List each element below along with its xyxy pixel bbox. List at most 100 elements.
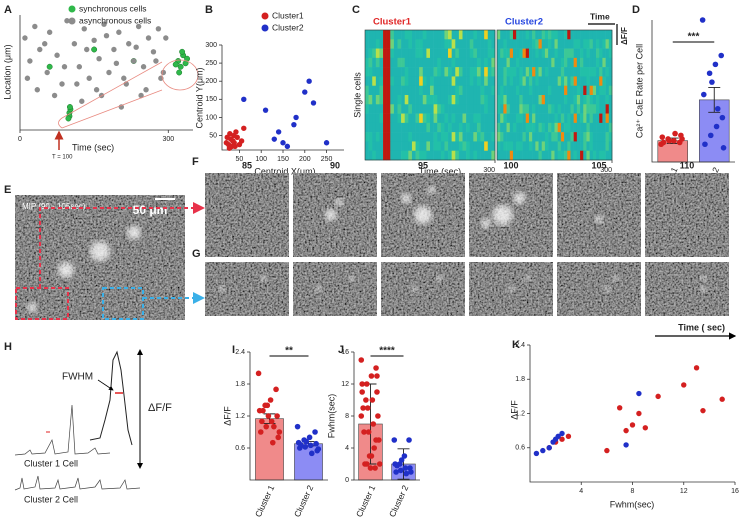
heatmap-cell xyxy=(509,95,514,105)
heatmap-cell xyxy=(393,57,398,68)
x-axis-label: Fwhm(sec) xyxy=(610,499,655,509)
data-point xyxy=(231,140,237,146)
heatmap-cell xyxy=(437,141,442,152)
data-point xyxy=(315,446,322,452)
heatmap-cell xyxy=(516,48,520,59)
data-point xyxy=(361,429,367,435)
data-point xyxy=(373,365,379,371)
x-tick-label: 100 xyxy=(255,156,267,163)
heatmap-cell xyxy=(538,104,543,114)
heatmap-cell xyxy=(519,39,523,49)
heatmap-cell xyxy=(519,132,523,142)
heatmap-cell xyxy=(386,85,391,96)
heatmap-cell xyxy=(541,67,546,77)
data-point xyxy=(393,469,399,475)
heatmap-cell xyxy=(365,67,369,77)
heatmap-cell xyxy=(544,57,549,68)
heatmap-cell xyxy=(551,57,555,68)
heatmap-cell xyxy=(551,150,555,161)
heatmap-cell xyxy=(458,30,463,40)
heatmap-cell xyxy=(375,132,380,142)
heatmap-cell xyxy=(512,67,517,77)
heatmap-cell xyxy=(484,85,489,96)
heatmap-cell xyxy=(458,76,463,87)
heatmap-cell xyxy=(532,113,536,124)
heatmap-cell xyxy=(503,67,507,77)
heatmap-cell xyxy=(386,67,391,77)
heatmap-cell xyxy=(444,150,449,161)
heatmap-cell xyxy=(592,122,597,133)
heatmap-cell xyxy=(570,76,574,87)
heatmap-cell xyxy=(444,132,449,142)
heatmap-cell xyxy=(500,150,504,161)
data-point xyxy=(291,121,297,128)
heatmap-cell xyxy=(458,104,463,114)
heatmap-cell xyxy=(522,48,527,59)
data-point xyxy=(224,134,230,141)
dff-label: ΔF/F xyxy=(148,402,172,414)
bright-spot xyxy=(612,275,619,282)
heatmap-cell xyxy=(512,85,517,96)
heatmap-cell xyxy=(401,113,406,124)
heatmap-cell xyxy=(564,132,568,142)
fwhm-label: FWHM xyxy=(62,372,93,383)
heatmap-cell xyxy=(484,67,489,77)
data-point xyxy=(671,137,677,144)
data-point xyxy=(659,134,666,140)
heatmap-cell xyxy=(379,104,384,114)
heatmap-cell xyxy=(608,141,613,152)
y-axis-label: Single cells xyxy=(352,72,362,118)
data-point xyxy=(719,114,726,121)
heatmap-cell xyxy=(576,104,581,114)
data-point xyxy=(91,37,97,43)
heatmap-cell xyxy=(401,48,406,59)
heatmap-cell xyxy=(586,85,590,96)
heatmap-cell xyxy=(548,39,552,49)
heatmap-cell xyxy=(519,67,523,77)
heatmap-cell xyxy=(541,141,546,152)
heatmap-cell xyxy=(426,122,431,133)
legend-marker xyxy=(261,12,269,20)
heatmap-cell xyxy=(437,122,442,133)
heatmap-cell xyxy=(544,104,549,114)
heatmap-cell xyxy=(390,67,395,77)
data-point xyxy=(177,63,184,70)
heatmap-cell xyxy=(437,67,442,77)
data-point xyxy=(718,52,725,59)
data-point xyxy=(42,41,48,47)
heatmap-cell xyxy=(570,141,574,152)
heatmap-cell xyxy=(451,39,456,49)
heatmap-cell xyxy=(538,132,543,142)
heatmap-cell xyxy=(415,132,420,142)
data-point xyxy=(255,370,262,377)
heatmap-cell xyxy=(455,85,460,96)
data-point xyxy=(140,64,147,70)
heatmap-cell xyxy=(512,30,517,40)
heatmap-cell xyxy=(393,95,398,105)
heatmap-cell xyxy=(599,141,603,152)
heatmap-cell xyxy=(455,141,460,152)
data-point xyxy=(103,33,110,39)
data-point xyxy=(280,140,286,146)
heatmap-cell xyxy=(497,57,501,68)
heatmap-cell xyxy=(573,76,578,87)
y-tick-label: 0.6 xyxy=(515,445,525,452)
heatmap-cell xyxy=(516,150,520,161)
heatmap-cell xyxy=(484,113,489,124)
heatmap-cell xyxy=(567,113,571,124)
heatmap-cell xyxy=(401,76,406,87)
heatmap-cell xyxy=(557,85,562,96)
heatmap-cell xyxy=(368,76,373,87)
heatmap-cell xyxy=(437,104,442,114)
heatmap-cell xyxy=(535,104,539,114)
heatmap-cell xyxy=(458,85,463,96)
heatmap-cell xyxy=(365,122,369,133)
heatmap-cell xyxy=(375,30,380,40)
heatmap-cell xyxy=(401,85,406,96)
data-point xyxy=(359,381,365,387)
heatmap-cell xyxy=(458,132,463,142)
heatmap-cell xyxy=(596,150,600,161)
heatmap-cell xyxy=(544,113,549,124)
heatmap-cell xyxy=(404,30,409,40)
heatmap-cell xyxy=(602,113,606,124)
